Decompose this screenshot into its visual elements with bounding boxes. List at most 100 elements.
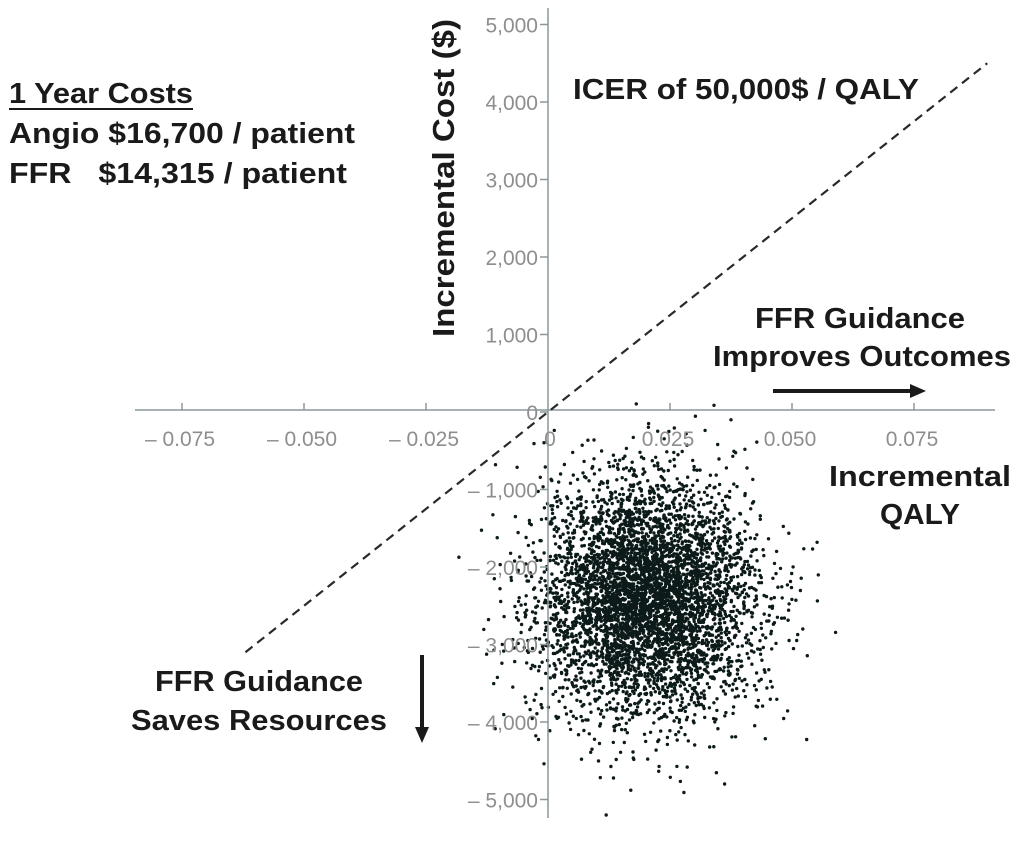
scatter-point bbox=[648, 730, 653, 734]
scatter-point bbox=[657, 502, 661, 506]
scatter-point bbox=[607, 576, 611, 581]
scatter-point bbox=[618, 517, 622, 521]
scatter-point bbox=[695, 692, 699, 696]
scatter-point bbox=[692, 619, 696, 624]
scatter-point bbox=[666, 590, 670, 595]
scatter-point bbox=[643, 537, 647, 541]
scatter-point bbox=[616, 561, 620, 566]
scatter-point bbox=[758, 517, 762, 521]
scatter-point bbox=[705, 501, 710, 505]
scatter-point bbox=[597, 545, 601, 550]
scatter-point bbox=[677, 730, 681, 734]
scatter-point bbox=[606, 639, 610, 643]
scatter-point bbox=[484, 652, 489, 656]
scatter-point bbox=[699, 547, 704, 552]
scatter-point bbox=[675, 523, 679, 527]
scatter-point bbox=[550, 504, 554, 508]
scatter-point bbox=[810, 547, 815, 551]
scatter-point bbox=[611, 776, 616, 780]
scatter-point bbox=[679, 670, 684, 674]
scatter-point bbox=[632, 558, 636, 562]
scatter-point bbox=[749, 507, 753, 511]
scatter-point bbox=[722, 524, 726, 528]
scatter-point bbox=[705, 516, 709, 520]
scatter-point bbox=[579, 599, 583, 604]
scatter-point bbox=[627, 672, 631, 676]
scatter-point bbox=[740, 679, 744, 683]
scatter-point bbox=[634, 402, 638, 406]
scatter-point bbox=[498, 587, 502, 591]
scatter-point bbox=[744, 641, 749, 645]
scatter-point bbox=[522, 645, 526, 650]
scatter-point bbox=[662, 655, 666, 659]
scatter-point bbox=[578, 621, 582, 625]
scatter-point bbox=[550, 511, 555, 516]
scatter-point bbox=[662, 688, 667, 692]
scatter-point bbox=[566, 556, 570, 560]
scatter-point bbox=[696, 636, 701, 641]
scatter-point bbox=[593, 699, 598, 703]
scatter-point bbox=[630, 460, 634, 464]
scatter-point bbox=[656, 567, 661, 572]
scatter-point bbox=[524, 562, 528, 566]
scatter-point bbox=[574, 564, 579, 568]
scatter-point bbox=[772, 561, 777, 566]
scatter-point bbox=[682, 658, 686, 662]
scatter-point bbox=[796, 632, 800, 637]
scatter-point bbox=[623, 624, 627, 629]
scatter-point bbox=[530, 716, 534, 721]
scatter-point bbox=[561, 607, 566, 611]
scatter-point bbox=[718, 658, 723, 662]
scatter-point bbox=[774, 641, 778, 646]
scatter-point bbox=[516, 641, 520, 646]
scatter-point bbox=[738, 593, 742, 597]
scatter-point bbox=[635, 601, 639, 605]
scatter-point bbox=[665, 489, 669, 494]
scatter-point bbox=[683, 709, 687, 714]
scatter-point bbox=[640, 526, 644, 531]
scatter-point bbox=[612, 728, 617, 733]
scatter-point bbox=[755, 440, 759, 444]
scatter-point bbox=[679, 725, 683, 730]
scatter-point bbox=[669, 669, 673, 673]
scatter-point bbox=[629, 685, 634, 690]
scatter-point bbox=[717, 614, 721, 618]
scatter-point bbox=[614, 716, 619, 721]
scatter-point bbox=[661, 649, 665, 653]
scatter-point bbox=[662, 573, 667, 577]
scatter-point bbox=[720, 510, 724, 514]
scatter-point bbox=[605, 658, 609, 662]
scatter-point bbox=[639, 581, 643, 585]
scatter-point bbox=[561, 686, 565, 690]
scatter-point bbox=[582, 574, 586, 578]
scatter-point bbox=[563, 623, 567, 627]
scatter-point bbox=[598, 561, 602, 565]
scatter-point bbox=[479, 528, 484, 532]
scatter-point bbox=[540, 644, 545, 649]
scatter-point bbox=[551, 692, 555, 696]
scatter-point bbox=[590, 583, 594, 587]
scatter-point bbox=[776, 585, 780, 589]
scatter-point bbox=[605, 582, 609, 587]
scatter-point bbox=[635, 543, 639, 548]
scatter-point bbox=[612, 540, 616, 545]
scatter-point bbox=[675, 552, 679, 556]
scatter-point bbox=[679, 580, 684, 584]
scatter-point bbox=[699, 691, 704, 695]
scatter-point bbox=[589, 671, 593, 675]
scatter-point bbox=[658, 690, 662, 694]
scatter-point bbox=[713, 622, 717, 626]
scatter-point bbox=[667, 504, 671, 508]
scatter-point bbox=[567, 541, 572, 546]
scatter-point bbox=[667, 665, 671, 669]
scatter-point bbox=[710, 639, 715, 644]
scatter-point bbox=[714, 771, 719, 775]
scatter-point bbox=[645, 599, 650, 603]
scatter-point bbox=[654, 539, 659, 544]
scatter-point bbox=[596, 759, 601, 763]
scatter-point bbox=[743, 677, 747, 682]
scatter-point bbox=[695, 629, 699, 633]
scatter-point bbox=[723, 542, 727, 547]
scatter-point bbox=[573, 559, 578, 563]
scatter-point bbox=[668, 729, 672, 733]
